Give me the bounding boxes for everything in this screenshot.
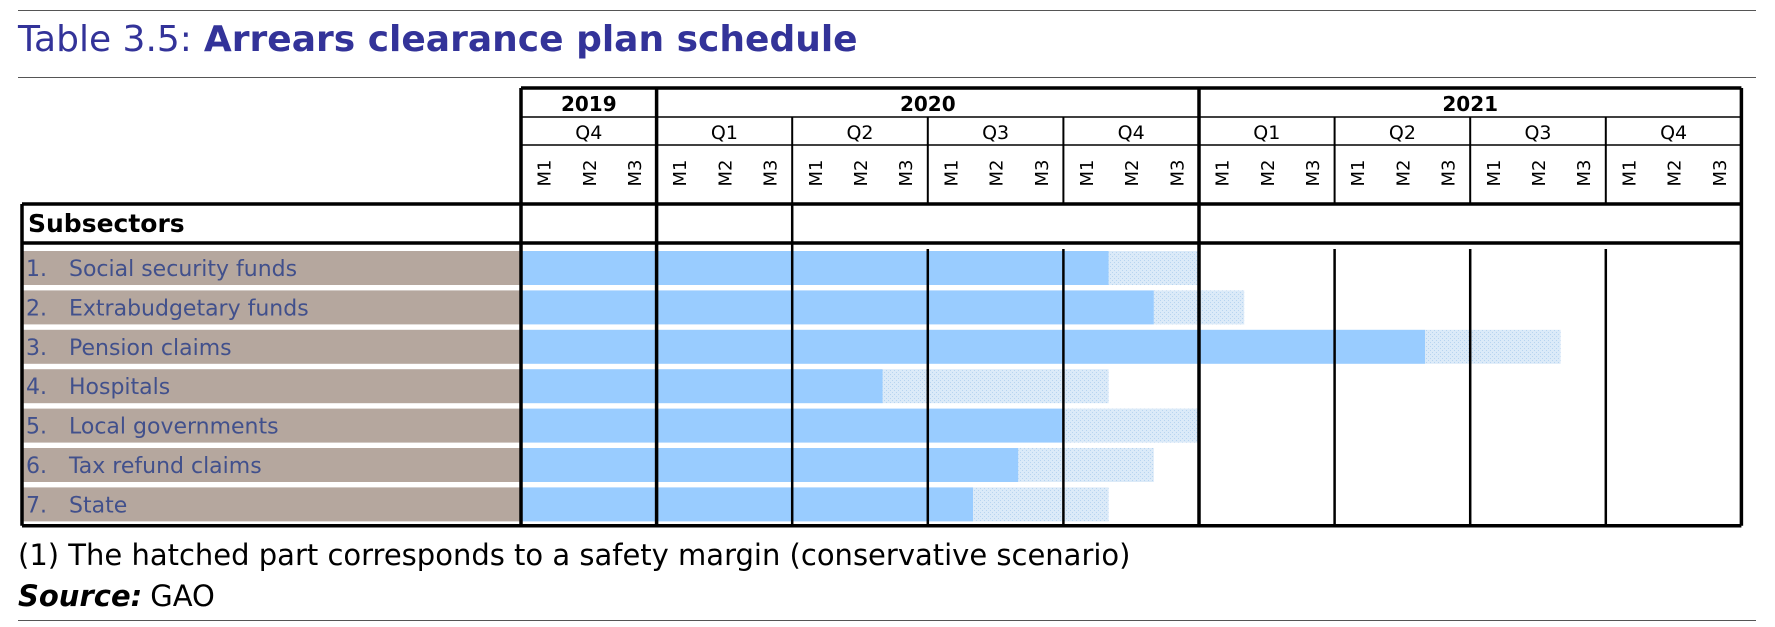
row-number: 6. (26, 454, 47, 479)
quarter-label: Q2 (846, 122, 873, 144)
safety-margin-bar (973, 487, 1109, 522)
month-label: M3 (1574, 160, 1595, 187)
table-number: Table 3.5: (18, 19, 192, 60)
row-label-bg (22, 369, 521, 404)
row-label: Tax refund claims (68, 454, 262, 479)
row-number: 1. (26, 257, 47, 282)
planned-bar (521, 448, 1019, 482)
quarter-label: Q3 (1524, 122, 1551, 144)
safety-margin-bar (1425, 329, 1561, 364)
month-label: M1 (806, 160, 827, 187)
quarter-label: Q4 (1660, 122, 1687, 144)
row-label: Social security funds (69, 257, 297, 282)
planned-bar (521, 290, 1154, 325)
quarter-label: Q4 (575, 122, 602, 144)
row-number: 4. (26, 375, 47, 400)
row-label: Hospitals (69, 375, 170, 400)
month-label: M1 (1484, 160, 1505, 187)
month-label: M1 (941, 160, 962, 187)
quarter-label: Q4 (1118, 122, 1145, 144)
quarter-label: Q2 (1389, 122, 1416, 144)
month-label: M2 (1122, 160, 1143, 187)
row-number: 3. (26, 336, 47, 361)
quarter-label: Q1 (1253, 122, 1280, 144)
planned-bar (521, 329, 1425, 364)
row-label: Pension claims (69, 336, 232, 361)
planned-bar (521, 369, 883, 404)
month-label: M3 (761, 160, 782, 187)
bottom-rule (18, 620, 1756, 621)
month-label: M3 (896, 160, 917, 187)
year-label: 2021 (1442, 92, 1498, 116)
month-label: M2 (580, 160, 601, 187)
row-label: State (69, 493, 127, 518)
month-label: M2 (1393, 160, 1414, 187)
table-title: Table 3.5: Arrears clearance plan schedul… (18, 22, 858, 58)
month-label: M3 (1303, 160, 1324, 187)
safety-margin-bar (1063, 408, 1199, 443)
month-label: M1 (1077, 160, 1098, 187)
row-number: 2. (26, 296, 47, 321)
footnote: (1) The hatched part corresponds to a sa… (18, 538, 1131, 572)
month-label: M1 (1619, 160, 1640, 187)
quarter-label: Q3 (982, 122, 1009, 144)
safety-margin-bar (882, 369, 1109, 404)
month-label: M1 (1348, 160, 1369, 187)
month-label: M2 (851, 160, 872, 187)
title-rule (18, 77, 1756, 78)
source-line: Source: GAO (18, 582, 215, 611)
source-value: GAO (150, 579, 215, 613)
month-label: M2 (1258, 160, 1279, 187)
row-label-bg (22, 408, 521, 443)
row-label: Local governments (69, 415, 279, 440)
gantt-chart: 1. Social security funds 2. Extrabudgetary … (20, 86, 1744, 528)
row-label-bg (22, 290, 521, 325)
month-label: M3 (625, 160, 646, 187)
row-header: Subsectors (28, 209, 185, 238)
month-label: M3 (1439, 160, 1460, 187)
top-rule (18, 10, 1756, 11)
safety-margin-bar (1108, 251, 1199, 285)
row-label-bg (22, 251, 521, 285)
quarter-label: Q1 (711, 122, 738, 144)
planned-bar (521, 487, 973, 522)
month-label: M1 (535, 160, 556, 187)
month-label: M2 (715, 160, 736, 187)
month-label: M3 (1710, 160, 1731, 187)
table-title-text: Arrears clearance plan schedule (203, 19, 858, 60)
month-label: M2 (1529, 160, 1550, 187)
month-label: M1 (1213, 160, 1234, 187)
row-label: Extrabudgetary funds (69, 296, 309, 321)
year-label: 2019 (561, 92, 617, 116)
row-number: 7. (26, 493, 47, 518)
row-number: 5. (26, 415, 47, 440)
year-label: 2020 (900, 92, 956, 116)
month-label: M3 (1167, 160, 1188, 187)
month-label: M3 (1032, 160, 1053, 187)
row-label-bg (22, 448, 521, 482)
month-label: M2 (987, 160, 1008, 187)
planned-bar (521, 251, 1109, 285)
source-label: Source: (18, 579, 143, 613)
month-label: M2 (1665, 160, 1686, 187)
row-label-bg (22, 487, 521, 522)
safety-margin-bar (1018, 448, 1154, 482)
row-label-bg (22, 329, 521, 364)
month-label: M1 (670, 160, 691, 187)
